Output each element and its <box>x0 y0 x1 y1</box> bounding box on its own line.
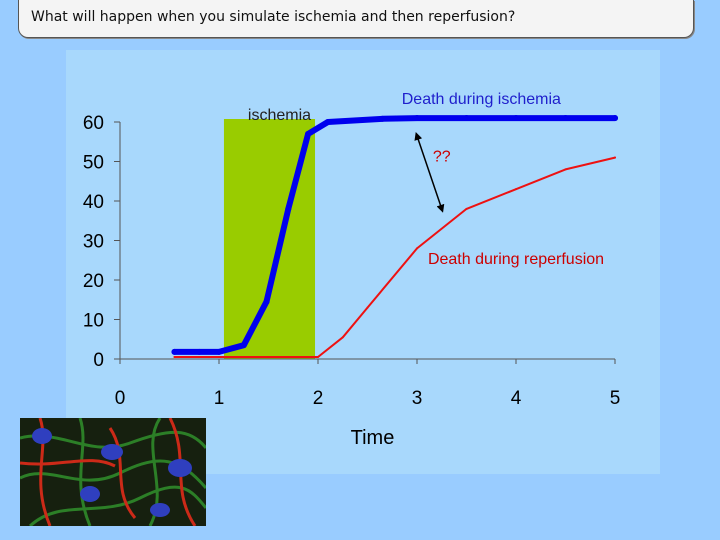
series-point-blue <box>285 205 292 212</box>
series-point-blue <box>324 119 331 125</box>
y-tick-label: 0 <box>93 350 104 371</box>
series-point-red <box>267 356 270 359</box>
micrograph-image <box>20 418 206 526</box>
x-tick-label: 2 <box>313 388 324 409</box>
series-point-red <box>515 188 517 191</box>
y-tick-label: 30 <box>83 232 104 253</box>
series-point-blue <box>513 115 519 122</box>
series-point-red <box>173 356 176 359</box>
fluorescence-micrograph <box>20 418 206 526</box>
x-tick-label: 4 <box>511 388 522 409</box>
y-tick-label: 20 <box>83 271 104 292</box>
series-point-blue <box>240 342 247 349</box>
series-point-red <box>341 336 344 339</box>
x-tick-label: 0 <box>115 388 126 409</box>
series-point-red <box>366 306 369 309</box>
ischemia-band-label: ischemia <box>248 107 311 124</box>
annotation-death-ischemia: Death during ischemia <box>402 91 561 108</box>
series-point-blue <box>612 115 618 122</box>
series-point-blue <box>463 115 470 122</box>
series-point-red <box>614 156 616 159</box>
y-tick-label: 10 <box>83 311 104 332</box>
series-line-blue <box>171 115 618 355</box>
y-tick-label: 60 <box>83 113 104 134</box>
y-tick-label: 40 <box>83 192 104 213</box>
series-point-blue <box>196 348 203 355</box>
chart-panel: 0 10 20 30 40 50 60 0 1 2 3 4 5 Time ischemia Death du… <box>66 50 660 474</box>
x-axis-title: Time <box>351 427 395 449</box>
slide-title-bar: What will happen when you simulate ische… <box>18 0 694 38</box>
series-point-red <box>564 168 567 171</box>
double-headed-arrow <box>414 132 445 213</box>
series-point-red <box>416 247 418 250</box>
x-tick-label: 1 <box>214 388 225 409</box>
series-point-blue <box>414 115 420 122</box>
series-point-blue <box>216 348 222 355</box>
slide-title: What will happen when you simulate ische… <box>31 9 516 25</box>
series-point-red <box>317 356 319 359</box>
series-point-blue <box>305 130 312 137</box>
series-point-blue <box>562 115 569 122</box>
series-point-blue <box>379 115 386 122</box>
annotation-death-reperfusion: Death during reperfusion <box>428 251 604 268</box>
x-tick-label: 5 <box>610 388 621 409</box>
series-point-red <box>465 207 468 210</box>
x-tick-label: 3 <box>412 388 423 409</box>
annotation-question: ?? <box>433 149 451 166</box>
y-tick-label: 50 <box>83 153 104 174</box>
line-chart: 0 10 20 30 40 50 60 0 1 2 3 4 5 Time ischemia Death du… <box>83 91 621 449</box>
series-point-red <box>218 356 220 359</box>
series-point-blue <box>263 298 270 305</box>
series-point-blue <box>171 348 178 355</box>
